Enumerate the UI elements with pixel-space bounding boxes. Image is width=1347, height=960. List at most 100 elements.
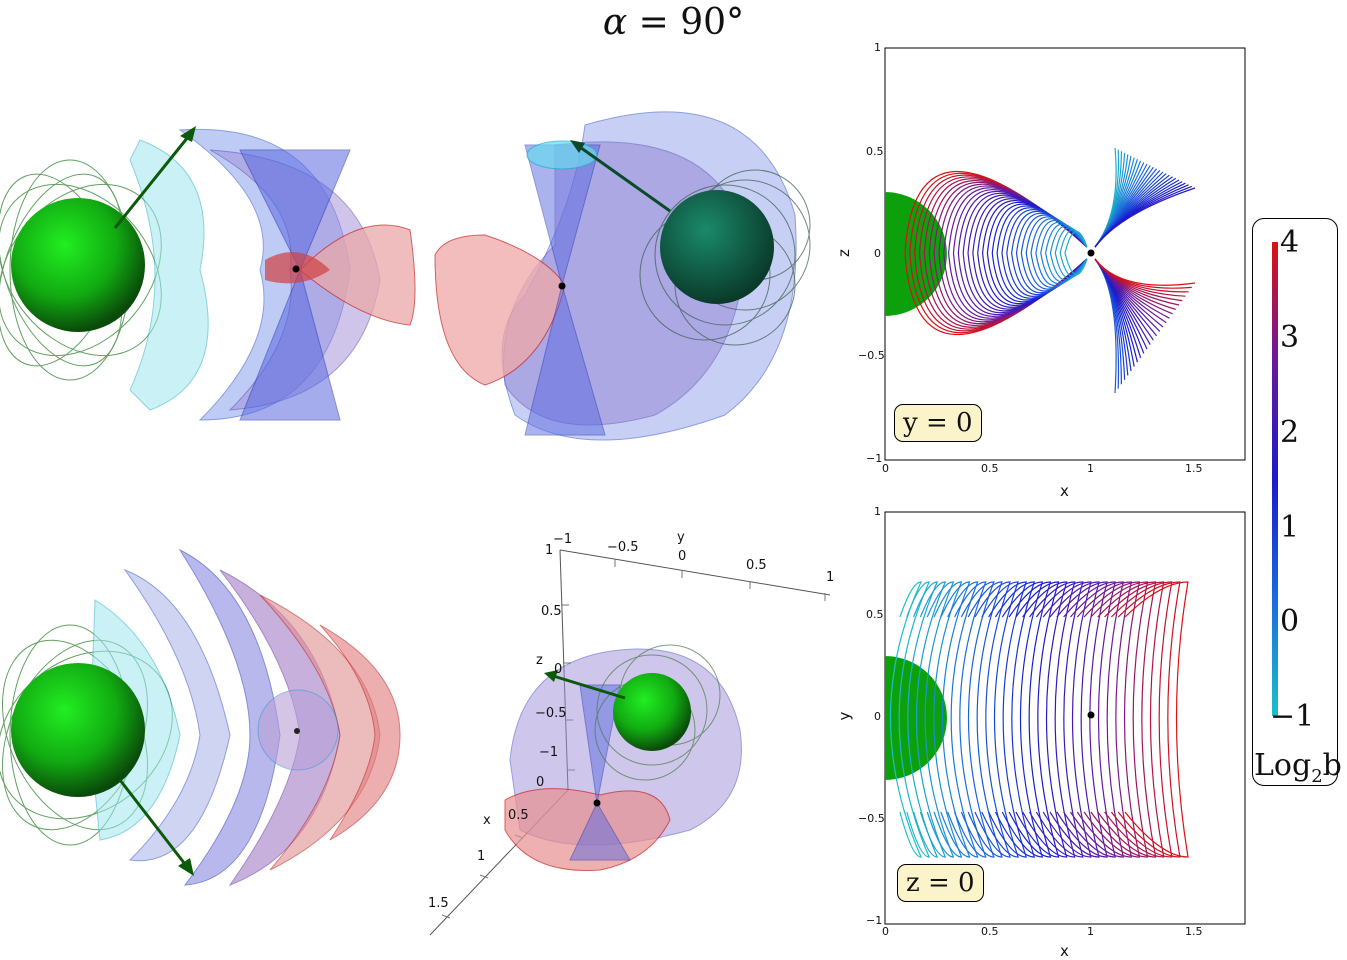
colorbar-tick: 4 [1280, 225, 1300, 260]
field-line [1097, 581, 1157, 858]
xtick: 1 [1087, 462, 1094, 475]
axis3d-z-tick: 0 [554, 662, 563, 677]
field-line [915, 581, 947, 858]
field-line [974, 581, 1011, 858]
xtick: 0.5 [981, 925, 999, 938]
planet-disk [885, 192, 947, 316]
ytick: 1 [874, 505, 881, 518]
axis3d-z-label: z [536, 653, 543, 668]
axis3d-x-tick: 1.5 [428, 896, 449, 911]
field-line [1001, 581, 1044, 858]
colorbar-tick: 3 [1280, 320, 1300, 355]
colorbar-tick: −1 [1270, 699, 1315, 734]
field-line [953, 581, 987, 858]
field-line [947, 581, 979, 858]
colorbar-tick: 0 [1280, 604, 1300, 639]
xlabel-top: x [1060, 482, 1069, 500]
field-line [898, 581, 931, 858]
field-line [933, 581, 963, 858]
null-point [1087, 711, 1095, 719]
field-line [960, 581, 995, 858]
slice-tag-z0: z = 0 [897, 864, 984, 902]
ytick: −1 [866, 452, 883, 465]
field-line [1094, 187, 1196, 248]
ylabel-top: z [834, 249, 853, 257]
field-line [1064, 230, 1088, 276]
axis3d-x-tick: 0.5 [508, 808, 529, 823]
field-line [1117, 581, 1181, 858]
plot-y0-slice [884, 47, 1246, 461]
axis3d-x-tick: 1 [477, 849, 486, 864]
field-line [994, 581, 1036, 858]
xtick: 0 [882, 462, 889, 475]
field-lines-y0 [904, 147, 1196, 394]
axis3d-y-tick: 0 [678, 549, 687, 564]
field-line [1008, 581, 1052, 858]
ytick: −0.5 [858, 812, 885, 825]
axis3d-z-tick: −0.5 [535, 706, 567, 721]
colorbar-frame [1252, 218, 1338, 786]
xtick: 0.5 [981, 462, 999, 475]
xtick: 1.5 [1185, 462, 1203, 475]
field-line [1063, 581, 1116, 858]
slice-tag-y0: y = 0 [894, 404, 982, 442]
field-line [1015, 581, 1060, 858]
colorbar-label: Log2b [1254, 748, 1342, 787]
field-line [1069, 581, 1125, 858]
ytick: 0 [874, 710, 881, 723]
field-line [907, 581, 939, 858]
field-line [1049, 581, 1100, 858]
field-line [1022, 581, 1068, 858]
ytick: −0.5 [858, 349, 885, 362]
xtick: 1 [1087, 925, 1094, 938]
field-line [981, 581, 1019, 858]
axis3d-y-label: y [677, 530, 685, 545]
ytick: 0.5 [866, 608, 884, 621]
ylabel-bottom: y [835, 711, 854, 721]
axis3d-y-tick: −0.5 [607, 540, 639, 555]
render-3d-top-left [0, 126, 416, 421]
xtick: 0 [882, 925, 889, 938]
ytick: −1 [866, 914, 883, 927]
colorbar-label-main: Log [1254, 748, 1312, 783]
field-line [967, 581, 1003, 858]
axis3d-x-label: x [483, 813, 491, 828]
field-line [1094, 258, 1196, 286]
xlabel-bottom: x [1060, 942, 1069, 960]
ytick: 0 [874, 247, 881, 260]
axis3d-y-tick: −1 [553, 532, 573, 547]
field-line [1035, 581, 1084, 858]
axis3d-y-tick: 1 [826, 570, 835, 585]
plot-z0-slice [884, 511, 1246, 925]
field-line [1110, 581, 1173, 858]
colorbar-label-sub: 2 [1311, 766, 1323, 787]
title-alpha: α [602, 2, 628, 43]
axis3d-x-tick: 0 [536, 775, 545, 790]
ytick: 0.5 [866, 145, 884, 158]
axis3d-z-tick: −1 [539, 745, 559, 760]
field-lines-z0 [889, 581, 1189, 858]
colorbar-tick: 2 [1280, 415, 1300, 450]
field-line [940, 581, 971, 858]
field-line [1042, 581, 1092, 858]
figure-title: α = 90° [0, 2, 1347, 43]
field-line [1090, 581, 1149, 858]
field-line [1124, 581, 1189, 858]
field-line [1083, 581, 1141, 858]
field-line [924, 581, 955, 858]
render-3d-bottom-middle [429, 549, 831, 936]
axis3d-y-tick: 0.5 [746, 558, 767, 573]
colorbar-gradient [1272, 242, 1278, 716]
axis3d-z-tick: 1 [545, 543, 554, 558]
field-line [1029, 581, 1076, 858]
axis3d-z-tick: 0.5 [541, 604, 562, 619]
field-line [1104, 581, 1165, 858]
render-3d-bottom-left [0, 548, 401, 887]
xtick: 1.5 [1185, 925, 1203, 938]
ytick: 1 [874, 41, 881, 54]
field-line [1076, 581, 1133, 858]
null-point [1087, 249, 1095, 257]
colorbar-tick: 1 [1280, 510, 1300, 545]
colorbar-label-end: b [1322, 748, 1342, 783]
field-line [889, 581, 922, 858]
